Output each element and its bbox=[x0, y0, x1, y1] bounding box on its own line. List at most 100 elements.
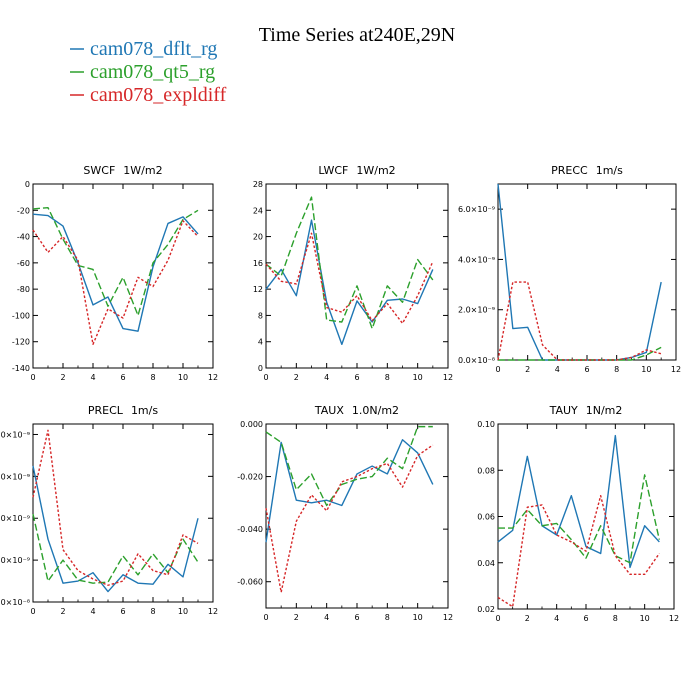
x-tick-label: 2 bbox=[525, 365, 530, 374]
x-tick-label: 2 bbox=[294, 613, 299, 622]
y-tick-label: .0×10⁻⁹ bbox=[0, 430, 30, 439]
x-tick-label: 2 bbox=[294, 373, 299, 382]
series-line-3 bbox=[265, 232, 434, 325]
x-tick-label: 12 bbox=[208, 373, 218, 382]
y-tick-label: 0.08 bbox=[477, 466, 495, 475]
x-tick-label: 0 bbox=[495, 614, 500, 623]
x-tick-label: 10 bbox=[641, 365, 651, 374]
y-tick-label: .0×10⁻⁸ bbox=[0, 598, 30, 607]
y-tick-label: -40 bbox=[17, 233, 30, 242]
panel-title: LWCF 1W/m2 bbox=[318, 164, 395, 177]
y-tick-label: 24 bbox=[253, 206, 263, 215]
x-tick-label: 4 bbox=[324, 373, 329, 382]
y-tick-label: -80 bbox=[17, 285, 30, 294]
series-line-3 bbox=[32, 429, 199, 586]
panel-units: 1N/m2 bbox=[586, 404, 623, 417]
x-tick-label: 12 bbox=[669, 614, 679, 623]
x-tick-label: 8 bbox=[385, 613, 390, 622]
x-tick-label: 6 bbox=[354, 373, 359, 382]
legend: cam078_dflt_rgcam078_qt5_rgcam078_expldi… bbox=[70, 38, 227, 106]
x-tick-label: 0 bbox=[30, 373, 35, 382]
series-line-2 bbox=[498, 474, 661, 564]
chart-panel-swcf: SWCF 1W/m2 0 2 4 6 8 10 12 -140 -120 -100 -80 -60 -40 -… bbox=[12, 164, 218, 382]
y-tick-label: 2.0×10⁻⁹ bbox=[458, 306, 495, 315]
series-line-3 bbox=[265, 444, 434, 593]
panel-title: TAUY 1N/m2 bbox=[549, 404, 623, 417]
x-tick-label: 12 bbox=[443, 373, 453, 382]
x-tick-label: 4 bbox=[90, 373, 95, 382]
panel-title: SWCF 1W/m2 bbox=[83, 164, 162, 177]
x-tick-label: 4 bbox=[324, 613, 329, 622]
x-tick-label: 4 bbox=[554, 614, 559, 623]
y-tick-label: -0.020 bbox=[237, 473, 263, 482]
y-tick-label: -20 bbox=[17, 206, 30, 215]
x-tick-label: 12 bbox=[671, 365, 681, 374]
x-tick-label: 10 bbox=[178, 607, 188, 616]
y-tick-label: 0.06 bbox=[477, 513, 495, 522]
y-tick-label: 0.0×10⁻⁸ bbox=[458, 356, 495, 365]
panel-units: 1.0N/m2 bbox=[352, 404, 399, 417]
y-tick-label: 0 bbox=[258, 364, 263, 373]
y-tick-label: 28 bbox=[253, 180, 263, 189]
y-tick-label: 6.0×10⁻⁹ bbox=[458, 205, 495, 214]
series-line-3 bbox=[497, 494, 660, 608]
panel-units: 1W/m2 bbox=[356, 164, 395, 177]
legend-entry: cam078_expldiff bbox=[70, 84, 227, 106]
x-tick-label: 8 bbox=[613, 614, 618, 623]
x-tick-label: 4 bbox=[555, 365, 560, 374]
legend-label: cam078_expldiff bbox=[90, 84, 227, 106]
x-tick-label: 8 bbox=[385, 373, 390, 382]
chart-panel-precc: PRECC 1m/s 0 2 4 6 8 10 12 0.0×10⁻⁸ 2.0×10⁻⁹ 4.0×10… bbox=[458, 164, 681, 374]
y-tick-label: 0.02 bbox=[477, 605, 495, 614]
y-tick-label: -0.040 bbox=[237, 525, 263, 534]
y-tick-label: 0.000 bbox=[240, 420, 263, 429]
x-tick-label: 6 bbox=[584, 365, 589, 374]
series-line-2 bbox=[32, 513, 199, 584]
y-tick-label: 0.10 bbox=[477, 420, 495, 429]
panel-title: TAUX 1.0N/m2 bbox=[314, 404, 399, 417]
series-line-1 bbox=[265, 219, 434, 346]
y-tick-label: .0×10⁻⁹ bbox=[0, 472, 30, 481]
x-tick-label: 2 bbox=[60, 373, 65, 382]
chart-panel-taux: TAUX 1.0N/m2 0 2 4 6 8 10 12 -0.060 -0.040 -0.020 0.… bbox=[237, 404, 453, 622]
y-tick-label: -60 bbox=[17, 259, 30, 268]
x-tick-label: 8 bbox=[150, 373, 155, 382]
x-tick-label: 0 bbox=[495, 365, 500, 374]
x-tick-label: 10 bbox=[413, 613, 423, 622]
x-tick-label: 10 bbox=[178, 373, 188, 382]
y-tick-label: -120 bbox=[12, 338, 30, 347]
series-line-2 bbox=[265, 425, 433, 507]
series-line-3 bbox=[32, 220, 199, 346]
x-tick-label: 6 bbox=[120, 607, 125, 616]
y-tick-label: 20 bbox=[253, 233, 263, 242]
y-tick-label: 0.04 bbox=[477, 559, 495, 568]
series-line-2 bbox=[498, 346, 662, 361]
figure-title: Time Series at240E,29N bbox=[259, 24, 455, 46]
panel-units: 1W/m2 bbox=[123, 164, 162, 177]
y-tick-label: 8 bbox=[258, 311, 263, 320]
series-line-3 bbox=[497, 281, 662, 361]
x-tick-label: 10 bbox=[413, 373, 423, 382]
y-tick-label: 16 bbox=[253, 259, 263, 268]
legend-label: cam078_dflt_rg bbox=[90, 38, 217, 60]
y-tick-label: .0×10⁻⁹ bbox=[0, 514, 30, 523]
y-tick-label: -0.060 bbox=[237, 578, 263, 587]
chart-panel-precl: PRECL 1m/s 0 2 4 6 8 10 12 .0×10⁻⁸ .0×10⁻⁹ .0×10⁻⁹.… bbox=[0, 404, 218, 616]
x-tick-label: 2 bbox=[525, 614, 530, 623]
x-tick-label: 8 bbox=[150, 607, 155, 616]
x-tick-label: 12 bbox=[208, 607, 218, 616]
x-tick-label: 6 bbox=[354, 613, 359, 622]
y-tick-label: -100 bbox=[12, 311, 30, 320]
y-tick-label: 4 bbox=[258, 338, 263, 347]
chart-panel-tauy: TAUY 1N/m2 0 2 4 6 8 10 12 0.02 0.04 0.06 0.08 0.10 bbox=[477, 404, 679, 623]
panel-title: PRECC 1m/s bbox=[551, 164, 623, 177]
x-tick-label: 4 bbox=[90, 607, 95, 616]
y-tick-label: -140 bbox=[12, 364, 30, 373]
x-tick-label: 12 bbox=[443, 613, 453, 622]
y-tick-label: .0×10⁻⁹ bbox=[0, 556, 30, 565]
legend-entry: cam078_dflt_rg bbox=[70, 38, 217, 60]
x-tick-label: 10 bbox=[640, 614, 650, 623]
x-tick-label: 0 bbox=[30, 607, 35, 616]
